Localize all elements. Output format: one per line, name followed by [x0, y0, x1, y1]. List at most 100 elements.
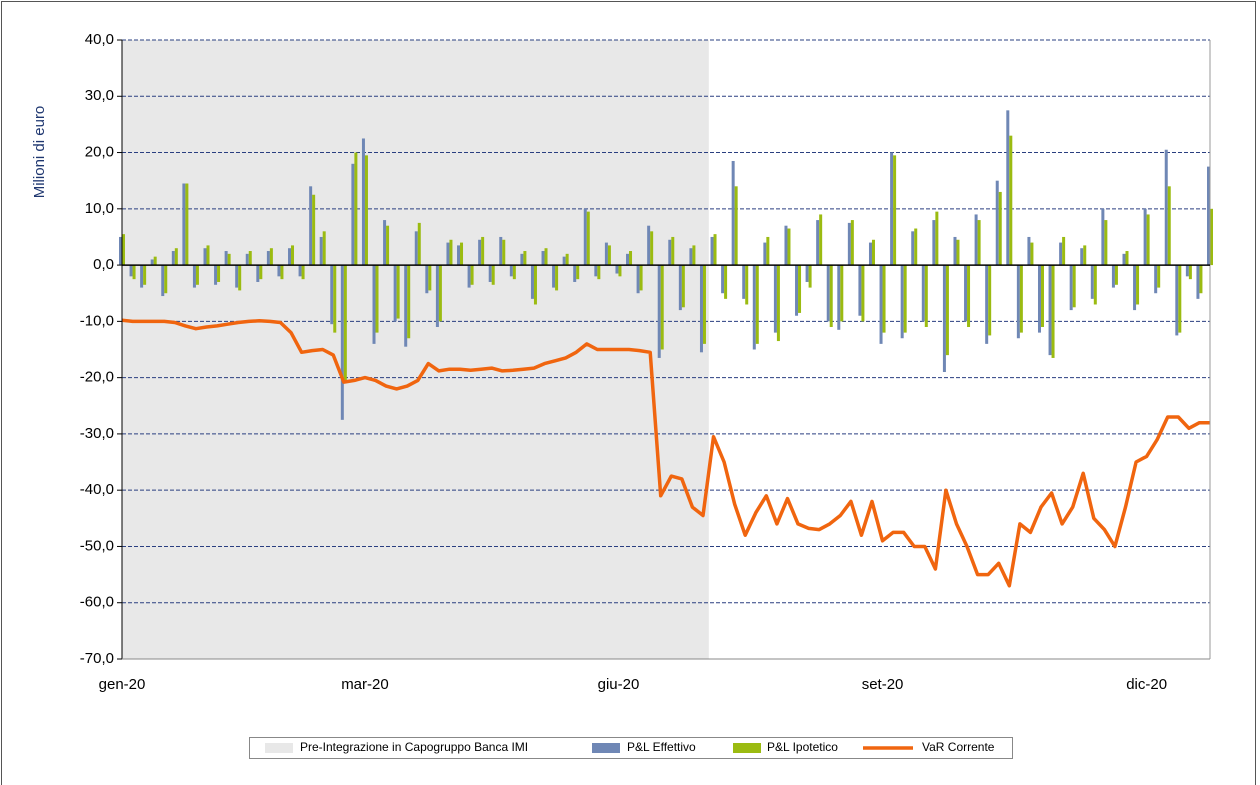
bar [523, 251, 527, 266]
bar [650, 231, 654, 266]
bar [161, 265, 165, 297]
bar [266, 251, 270, 266]
bar [858, 265, 862, 316]
bar [1019, 265, 1023, 333]
shade-band [697, 40, 709, 659]
bar [1101, 208, 1105, 266]
x-tick-label: dic-20 [1126, 676, 1167, 693]
shade-band [412, 40, 424, 659]
bar [967, 265, 971, 327]
y-tick-label: -50,0 [80, 537, 114, 554]
bar [763, 242, 767, 266]
bar [1136, 265, 1140, 305]
bar [1196, 265, 1200, 299]
bar [583, 208, 587, 266]
bar [414, 231, 418, 266]
shade-band [539, 40, 551, 659]
bar [871, 239, 875, 266]
bar [192, 265, 196, 288]
legend-label: P&L Effettivo [627, 740, 696, 754]
shade-band [127, 40, 139, 659]
shade-band [327, 40, 340, 659]
bar [660, 265, 664, 350]
bar [882, 265, 886, 333]
bar [435, 265, 439, 327]
bar [964, 265, 968, 322]
bar [248, 251, 252, 266]
bar [1016, 265, 1020, 339]
bar [945, 265, 949, 356]
bar [280, 265, 284, 280]
y-tick-label: -20,0 [80, 369, 114, 386]
bar [911, 231, 915, 266]
bar [1167, 186, 1171, 266]
bar [1175, 265, 1179, 336]
legend-box [249, 737, 1013, 759]
shade-band [359, 40, 371, 659]
bar [671, 236, 675, 266]
bar [766, 236, 770, 266]
bar [710, 236, 714, 266]
shade-band [122, 40, 128, 659]
bar [235, 265, 239, 288]
shade-band [243, 40, 255, 659]
bar [269, 248, 273, 266]
legend-swatch [592, 743, 620, 753]
bar [502, 239, 506, 266]
shade-band [380, 40, 392, 659]
bar [238, 265, 242, 291]
bar [795, 265, 799, 316]
bar [1146, 214, 1150, 266]
shade-band [518, 40, 530, 659]
bar [847, 222, 851, 266]
bar [998, 191, 1002, 266]
bar [333, 265, 337, 333]
y-tick-label: -40,0 [80, 481, 114, 498]
bar [805, 265, 809, 282]
shade-band [423, 40, 435, 659]
bar [364, 155, 368, 266]
bar [742, 265, 746, 299]
bar [383, 220, 387, 266]
shade-band [570, 40, 583, 659]
bar [541, 251, 545, 266]
bar [604, 242, 608, 266]
axes-layer: 40,0 30,0 20,0 10,0 0,0 -10,0 -20,0 -30,0 -40,0 -… [80, 31, 1211, 693]
line-layer [122, 318, 1210, 588]
bar [1188, 265, 1192, 280]
bar [734, 186, 738, 266]
bar [699, 265, 703, 353]
bar [657, 265, 661, 358]
bar [914, 228, 918, 266]
bar [224, 251, 228, 266]
x-tick-label: set-20 [862, 676, 904, 693]
shade-band [285, 40, 297, 659]
y-axis-label: Milioni di euro [31, 106, 48, 199]
legend-label: P&L Ipotetico [767, 740, 838, 754]
bar [576, 265, 580, 280]
bar [288, 248, 292, 266]
bar [721, 265, 725, 294]
bar [639, 265, 643, 291]
bar [1207, 166, 1210, 266]
bar [428, 265, 432, 291]
shade-band [433, 40, 445, 659]
bar [668, 239, 672, 266]
bar [164, 265, 168, 294]
bar [555, 265, 559, 291]
bar [277, 265, 281, 277]
bar [298, 265, 302, 277]
bar [1143, 208, 1147, 266]
bar [446, 242, 450, 266]
bar [837, 265, 841, 330]
shade-band [391, 40, 403, 659]
bar [1114, 265, 1118, 285]
bar [565, 253, 569, 266]
y-tick-label: -10,0 [80, 312, 114, 329]
bar [731, 160, 735, 266]
bar [1037, 265, 1041, 333]
bar [1122, 253, 1126, 266]
bar [312, 194, 316, 266]
bar [171, 251, 175, 266]
